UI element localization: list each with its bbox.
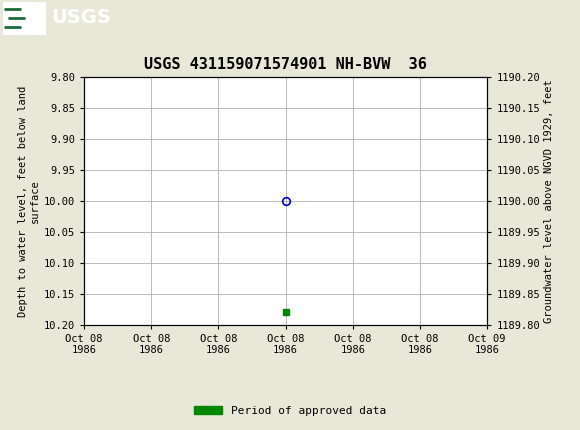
Title: USGS 431159071574901 NH-BVW  36: USGS 431159071574901 NH-BVW 36	[144, 57, 427, 72]
Y-axis label: Depth to water level, feet below land
surface: Depth to water level, feet below land su…	[18, 86, 39, 316]
Y-axis label: Groundwater level above NGVD 1929, feet: Groundwater level above NGVD 1929, feet	[544, 79, 554, 323]
Bar	[3, 2, 46, 35]
Text: USGS: USGS	[51, 8, 111, 27]
Legend: Period of approved data: Period of approved data	[190, 401, 390, 420]
